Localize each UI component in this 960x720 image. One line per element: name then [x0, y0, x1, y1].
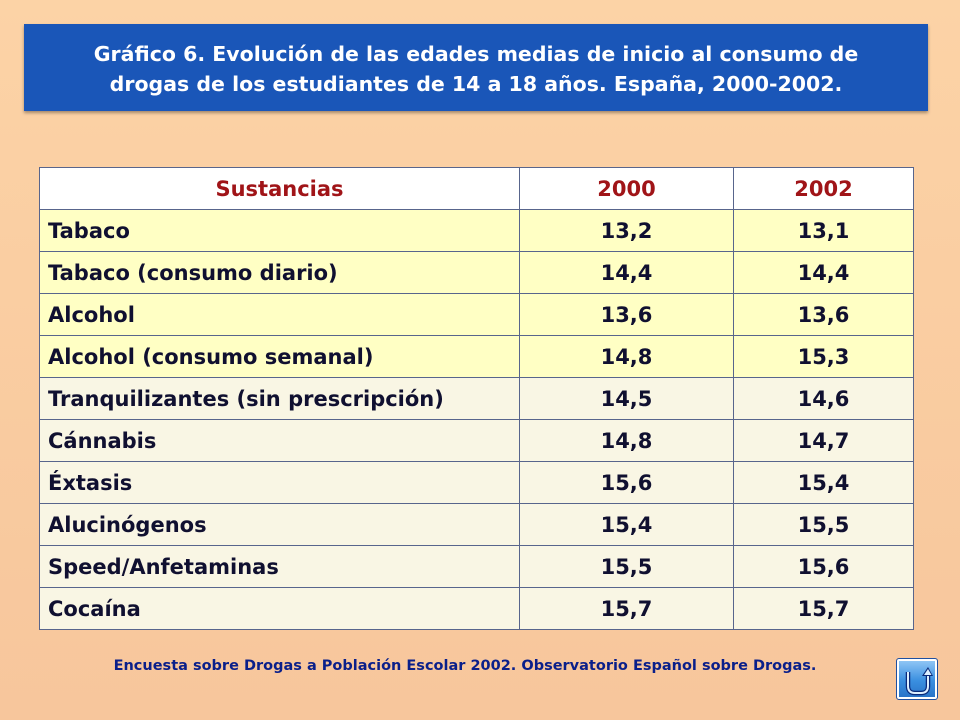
row-value-2002: 15,6	[733, 545, 914, 588]
table-row: Alcohol (consumo semanal) 14,8 15,3	[39, 335, 914, 378]
row-substance: Alcohol	[39, 293, 520, 336]
row-value-2002: 14,6	[733, 377, 914, 420]
row-value-2000: 14,4	[519, 251, 734, 294]
row-value-2002: 15,7	[733, 587, 914, 630]
header-sustancias: Sustancias	[39, 167, 520, 210]
row-value-2000: 14,5	[519, 377, 734, 420]
data-table: Sustancias 2000 2002 Tabaco 13,2 13,1 Ta…	[39, 167, 914, 630]
row-value-2002: 15,4	[733, 461, 914, 504]
row-value-2000: 14,8	[519, 335, 734, 378]
return-icon	[905, 667, 933, 696]
row-substance: Alcohol (consumo semanal)	[39, 335, 520, 378]
table-row: Tabaco (consumo diario) 14,4 14,4	[39, 251, 914, 294]
row-value-2002: 15,3	[733, 335, 914, 378]
table-row: Cocaína 15,7 15,7	[39, 587, 914, 630]
header-2000: 2000	[519, 167, 734, 210]
table-row: Tranquilizantes (sin prescripción) 14,5 …	[39, 377, 914, 420]
row-value-2002: 13,6	[733, 293, 914, 336]
row-value-2000: 13,6	[519, 293, 734, 336]
row-substance: Alucinógenos	[39, 503, 520, 546]
table-row: Tabaco 13,2 13,1	[39, 209, 914, 252]
table-row: Speed/Anfetaminas 15,5 15,6	[39, 545, 914, 588]
header-2002: 2002	[733, 167, 914, 210]
table-row: Éxtasis 15,6 15,4	[39, 461, 914, 504]
table-row: Alucinógenos 15,4 15,5	[39, 503, 914, 546]
row-value-2000: 13,2	[519, 209, 734, 252]
row-value-2000: 15,5	[519, 545, 734, 588]
table-header-row: Sustancias 2000 2002	[39, 167, 914, 210]
title-line-2: drogas de los estudiantes de 14 a 18 año…	[109, 72, 843, 96]
row-value-2000: 14,8	[519, 419, 734, 462]
row-value-2002: 15,5	[733, 503, 914, 546]
row-value-2002: 13,1	[733, 209, 914, 252]
row-substance: Tranquilizantes (sin prescripción)	[39, 377, 520, 420]
row-substance: Cánnabis	[39, 419, 520, 462]
row-value-2000: 15,7	[519, 587, 734, 630]
table-row: Cánnabis 14,8 14,7	[39, 419, 914, 462]
row-substance: Cocaína	[39, 587, 520, 630]
row-value-2000: 15,6	[519, 461, 734, 504]
row-substance: Tabaco	[39, 209, 520, 252]
row-substance: Tabaco (consumo diario)	[39, 251, 520, 294]
row-substance: Éxtasis	[39, 461, 520, 504]
row-value-2002: 14,7	[733, 419, 914, 462]
title-line-1: Gráfico 6. Evolución de las edades media…	[93, 42, 859, 66]
row-value-2002: 14,4	[733, 251, 914, 294]
table-row: Alcohol 13,6 13,6	[39, 293, 914, 336]
source-note: Encuesta sobre Drogas a Población Escola…	[113, 658, 817, 674]
return-button[interactable]	[896, 658, 938, 700]
row-value-2000: 15,4	[519, 503, 734, 546]
row-substance: Speed/Anfetaminas	[39, 545, 520, 588]
chart-title: Gráfico 6. Evolución de las edades media…	[24, 24, 928, 111]
